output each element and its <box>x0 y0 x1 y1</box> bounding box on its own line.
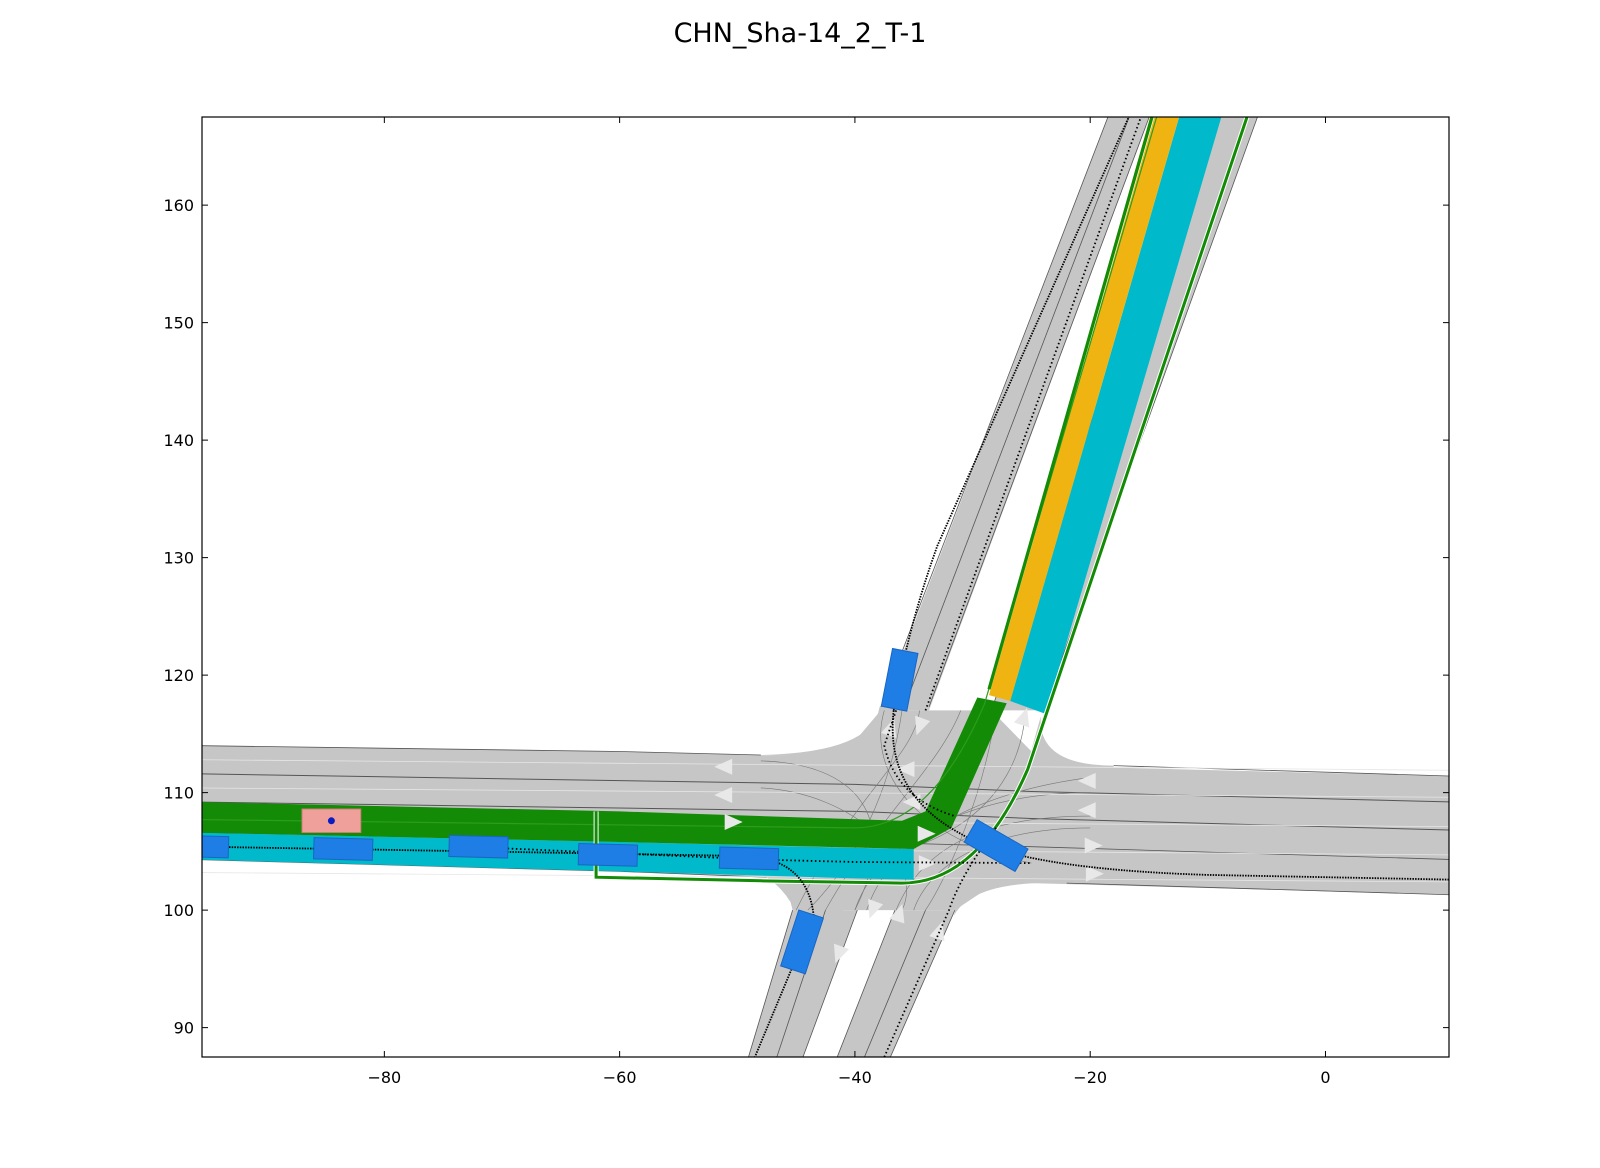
obstacle-vehicle <box>718 846 780 871</box>
lane-centerline <box>202 787 1449 798</box>
connector-curve <box>925 710 997 911</box>
goal-lane-north <box>1010 117 1222 714</box>
y-tick-label: 130 <box>163 549 194 568</box>
ego-route-centerline <box>202 117 1158 829</box>
axes-frame <box>201 116 1450 1058</box>
road-edge-line <box>802 909 858 1057</box>
lane-arrow-west-head <box>714 787 733 803</box>
road-edge-line <box>1113 765 1449 777</box>
obstacle-vehicle <box>880 647 919 712</box>
lane-separator-line <box>903 117 1130 708</box>
trajectory-path <box>883 710 956 817</box>
y-tick-label: 100 <box>163 901 194 920</box>
lane-arrow-west-head <box>714 758 733 775</box>
lane-arrow-east-head <box>1084 837 1103 854</box>
ego-route-edge <box>987 117 1154 690</box>
road-edge-line <box>1066 882 1449 896</box>
lane-arrow-west <box>714 787 733 803</box>
lane-arrow-north <box>1013 707 1030 728</box>
map-layer <box>202 117 1449 1057</box>
lane-arrow-north-head <box>929 921 945 942</box>
road-edge-line <box>748 909 793 1057</box>
lane-arrow-north-head <box>889 903 905 924</box>
obstacle-vehicle <box>963 818 1029 873</box>
figure-title: CHN_Sha-14_2_T-1 <box>673 18 927 49</box>
lane-arrow-south-head <box>915 715 931 736</box>
lane-arrow-east-head <box>1085 865 1104 882</box>
y-tick-label: 120 <box>163 666 194 685</box>
lane-arrow-north-head <box>1013 707 1030 728</box>
corner-fillet-nw <box>760 706 902 760</box>
trajectory-path <box>202 845 815 1057</box>
y-tick-label: 110 <box>163 784 194 803</box>
obstacle-vehicle <box>577 843 639 867</box>
lane-arrow-east <box>724 814 743 830</box>
lane-arrow-east <box>917 825 936 842</box>
road-south-left <box>748 910 858 1057</box>
lane-arrow-south <box>868 898 884 919</box>
lane-arrow-south-head <box>868 898 884 919</box>
lane-arrow-west <box>896 761 915 778</box>
corner-fillet-ne <box>1019 716 1114 793</box>
lane-arrow-east <box>1085 865 1104 882</box>
x-tick-label: −80 <box>367 1068 401 1087</box>
road-edge-line <box>880 117 1109 708</box>
lane-arrow-east <box>918 855 937 872</box>
lane-arrow-north <box>929 921 945 942</box>
lane-arrow-east-head <box>918 855 937 872</box>
lane-arrow-north <box>889 903 905 924</box>
y-tick-label: 140 <box>163 431 194 450</box>
lane-arrow-west <box>1077 772 1096 789</box>
ego-vehicle-center <box>327 817 335 825</box>
y-tick-label: 90 <box>174 1019 194 1038</box>
lane-arrow-east <box>1084 837 1103 854</box>
lane-arrow-south-head <box>833 943 849 964</box>
orange-lane-north <box>989 117 1180 701</box>
obstacle-vehicle <box>448 834 509 859</box>
lane-arrow-east-head <box>917 825 936 842</box>
obstacle-vehicle <box>780 909 825 975</box>
lane-arrow-west-head <box>1077 802 1096 819</box>
lane-arrow-west-head <box>1077 772 1096 789</box>
y-tick-label: 160 <box>163 196 194 215</box>
lane-arrow-west-head <box>896 761 915 778</box>
road-edge-line <box>836 909 896 1057</box>
road-edge-line <box>202 745 761 756</box>
lane-centerline <box>202 759 1449 771</box>
ticks-layer: −80 −60 −40 −20 0 90 100 110 120 130 140 150 160 <box>163 117 1449 1087</box>
x-tick-label: 0 <box>1320 1068 1330 1087</box>
lane-arrow-west <box>1077 802 1096 819</box>
obstacle-vehicle <box>202 835 230 859</box>
lane-separator-line <box>864 909 926 1057</box>
road-edge-line <box>928 117 1150 708</box>
x-tick-label: −60 <box>603 1068 637 1087</box>
lane-arrow-south <box>915 715 931 736</box>
road-north-left <box>880 117 1150 711</box>
trajectory-path <box>466 845 1032 864</box>
connector-curve <box>913 827 1091 911</box>
y-tick-label: 150 <box>163 314 194 333</box>
lane-arrow-east-head <box>724 814 743 830</box>
corner-fillet-sw <box>766 874 844 919</box>
obstacle-vehicle <box>313 837 374 861</box>
corner-fillet-se <box>953 851 1067 916</box>
lane-arrow-south <box>833 943 849 964</box>
ego-route-area <box>202 697 1007 849</box>
x-tick-label: −40 <box>838 1068 872 1087</box>
lane-arrow-west <box>714 758 733 775</box>
road-south-right <box>837 910 955 1057</box>
x-tick-label: −20 <box>1073 1068 1107 1087</box>
